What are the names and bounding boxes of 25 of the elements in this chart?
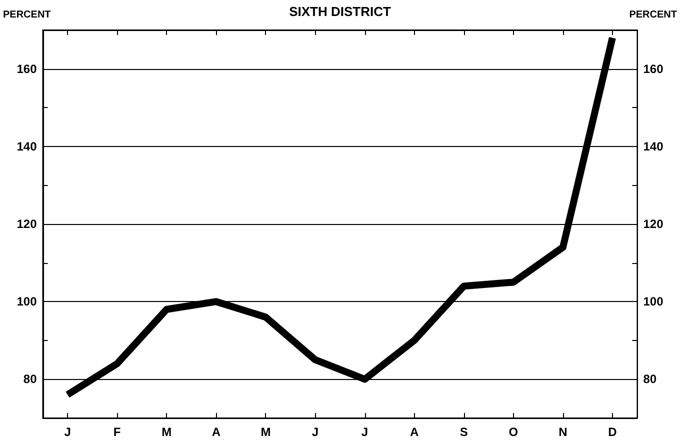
x-tick-label: J: [361, 425, 368, 439]
chart-title: SIXTH DISTRICT: [289, 4, 391, 19]
x-tick-label: A: [212, 425, 221, 439]
y-tick-label: 100: [16, 294, 38, 309]
y2-tick-label: 120: [643, 217, 664, 231]
y-tick-label: 140: [16, 139, 38, 154]
y2-tick-label: 80: [643, 372, 657, 386]
x-tick-label: N: [558, 425, 568, 439]
y2-tick-label: 100: [643, 294, 664, 309]
x-tick-label: M: [260, 425, 271, 439]
y-tick-label: 120: [16, 217, 38, 231]
x-tick-label: S: [460, 425, 468, 439]
y-tick-label: 80: [23, 372, 38, 386]
y2-axis-title: PERCENT: [629, 10, 678, 20]
x-tick-label: D: [608, 425, 618, 439]
x-tick-label: M: [162, 425, 172, 439]
x-tick-label: F: [113, 425, 121, 439]
x-tick-label: O: [508, 425, 518, 439]
y-axis-title: PERCENT: [2, 10, 51, 20]
y-tick-label: 160: [16, 62, 38, 76]
x-tick-label: J: [64, 425, 71, 439]
y2-tick-label: 140: [643, 139, 664, 154]
x-tick-label: A: [410, 425, 419, 439]
x-tick-label: J: [312, 425, 319, 439]
y2-tick-label: 160: [643, 62, 664, 76]
